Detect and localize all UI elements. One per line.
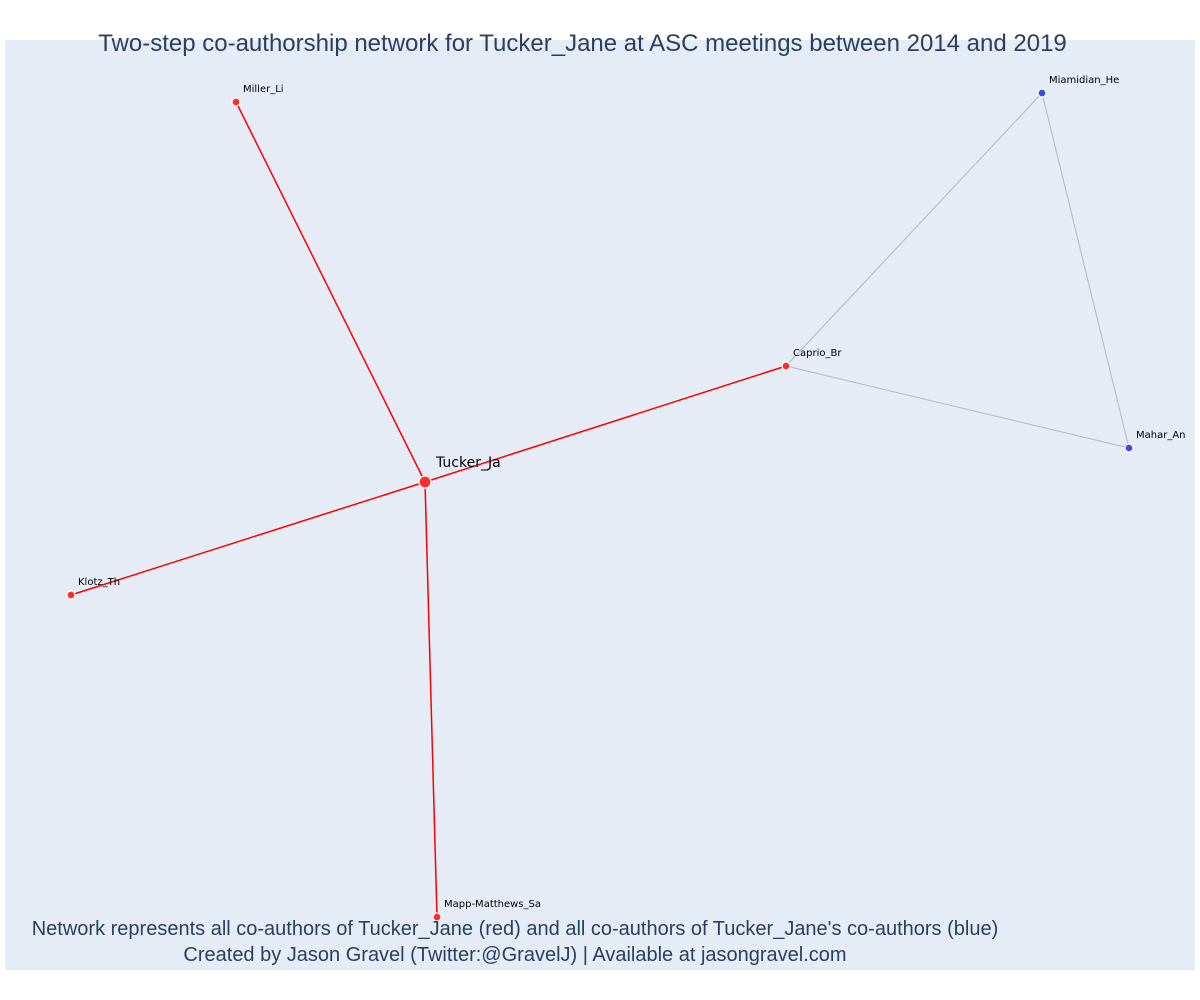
edge-Tucker_Ja-Mapp-Matthews_Sa <box>424 481 438 918</box>
node-Tucker_Ja[interactable] <box>418 475 432 489</box>
edges-layer <box>70 92 1130 918</box>
node-label-Klotz_Th: Klotz_Th <box>78 577 120 588</box>
node-Miller_Li[interactable] <box>231 97 241 107</box>
caption-line-1: Network represents all co-authors of Tuc… <box>31 918 999 940</box>
node-Mapp-Matthews_Sa[interactable] <box>432 912 442 922</box>
labels-layer: Tucker_Ja Miller_Li Caprio_Br Klotz_Th Mapp-… <box>78 75 1186 910</box>
edge-Tucker_Ja-Caprio_Br <box>424 365 787 483</box>
edge-Caprio_Br-Miamidian_He <box>785 92 1043 367</box>
node-Miamidian_He[interactable] <box>1037 88 1047 98</box>
edge-Caprio_Br-Mahar_An <box>785 365 1130 449</box>
node-label-Tucker_Ja: Tucker_Ja <box>435 455 501 471</box>
node-label-Mapp-Matthews_Sa: Mapp-Matthews_Sa <box>444 899 541 910</box>
node-label-Mahar_An: Mahar_An <box>1136 430 1186 441</box>
node-Mahar_An[interactable] <box>1124 443 1134 453</box>
node-Klotz_Th[interactable] <box>66 590 76 600</box>
plot-background <box>5 40 1195 970</box>
node-Caprio_Br[interactable] <box>781 361 791 371</box>
edge-Tucker_Ja-Klotz_Th <box>70 481 426 596</box>
diagram-title: Two-step co-authorship network for Tucke… <box>98 30 1067 57</box>
caption-line-2: Created by Jason Gravel (Twitter:@Gravel… <box>183 944 847 966</box>
node-label-Miamidian_He: Miamidian_He <box>1049 75 1119 86</box>
edge-Miamidian_He-Mahar_An <box>1041 92 1130 449</box>
nodes-layer <box>66 88 1134 922</box>
node-label-Caprio_Br: Caprio_Br <box>793 348 842 359</box>
edge-Tucker_Ja-Miller_Li <box>235 101 426 483</box>
node-label-Miller_Li: Miller_Li <box>243 84 284 95</box>
